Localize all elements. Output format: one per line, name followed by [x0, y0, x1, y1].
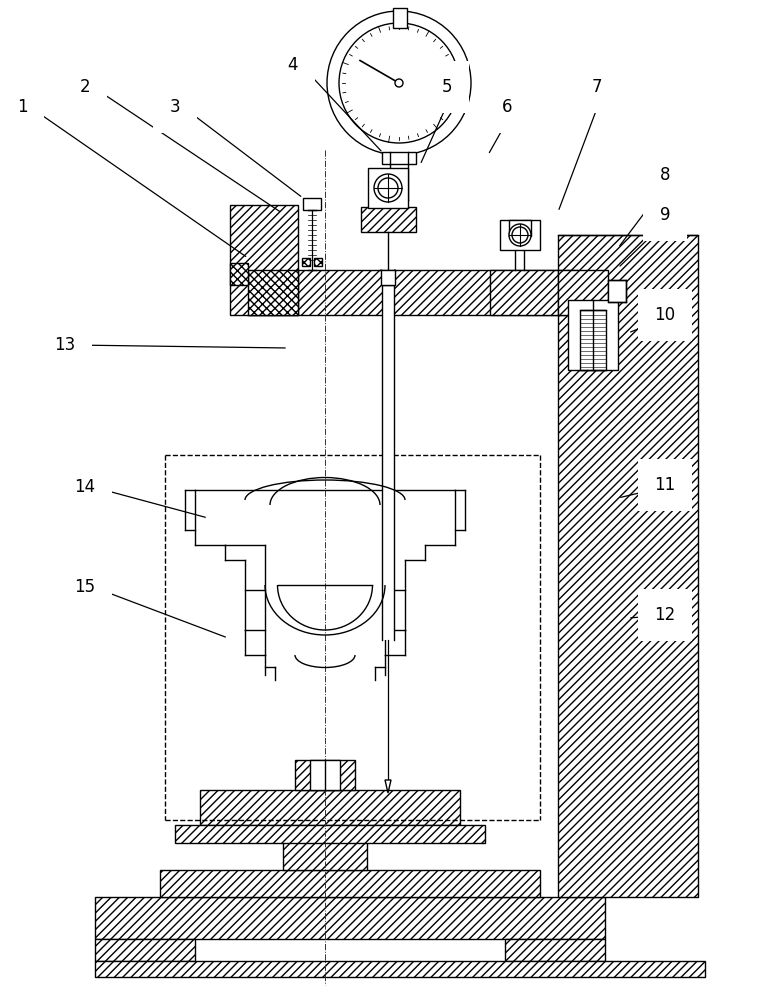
Bar [95, 897, 605, 939]
Bar [381, 270, 395, 285]
Bar [160, 870, 540, 897]
Bar [230, 263, 248, 285]
Text: 3: 3 [170, 98, 180, 116]
Bar [608, 280, 626, 302]
Bar [283, 833, 367, 870]
Bar [509, 220, 531, 236]
Text: 14: 14 [74, 478, 95, 496]
Text: 15: 15 [74, 578, 95, 596]
Bar [558, 270, 608, 315]
Bar [558, 235, 698, 897]
Bar [393, 8, 407, 28]
Bar [568, 300, 618, 370]
Bar [302, 258, 310, 266]
Circle shape [339, 23, 459, 143]
Bar [230, 205, 298, 315]
Text: 11: 11 [654, 476, 676, 494]
Bar [248, 270, 298, 315]
Text: 6: 6 [502, 98, 512, 116]
Text: 2: 2 [79, 78, 90, 96]
Text: 10: 10 [655, 306, 675, 324]
Polygon shape [385, 780, 391, 793]
Circle shape [509, 224, 531, 246]
Text: 5: 5 [442, 78, 452, 96]
Text: 1: 1 [17, 98, 27, 116]
Bar [310, 760, 340, 790]
Bar [382, 285, 394, 640]
Bar [490, 270, 558, 315]
Bar [361, 207, 416, 232]
Bar [368, 168, 408, 208]
Bar [283, 833, 367, 841]
Circle shape [374, 174, 402, 202]
Bar [382, 152, 416, 164]
Bar [95, 939, 195, 961]
Circle shape [395, 79, 403, 87]
Bar [295, 760, 355, 790]
Text: 4: 4 [288, 56, 298, 74]
Bar [500, 220, 540, 250]
Bar [314, 258, 322, 266]
Bar [175, 825, 485, 843]
Bar [505, 939, 605, 961]
Circle shape [378, 178, 398, 198]
Circle shape [327, 11, 471, 155]
Text: 8: 8 [660, 166, 670, 184]
Text: 9: 9 [660, 206, 670, 224]
Text: 13: 13 [55, 336, 76, 354]
Text: 7: 7 [592, 78, 603, 96]
Text: 12: 12 [654, 606, 676, 624]
Bar [200, 790, 460, 825]
Circle shape [512, 227, 528, 243]
Bar [247, 270, 578, 315]
Bar [580, 310, 606, 370]
Bar [303, 198, 321, 210]
Bar [95, 961, 705, 977]
